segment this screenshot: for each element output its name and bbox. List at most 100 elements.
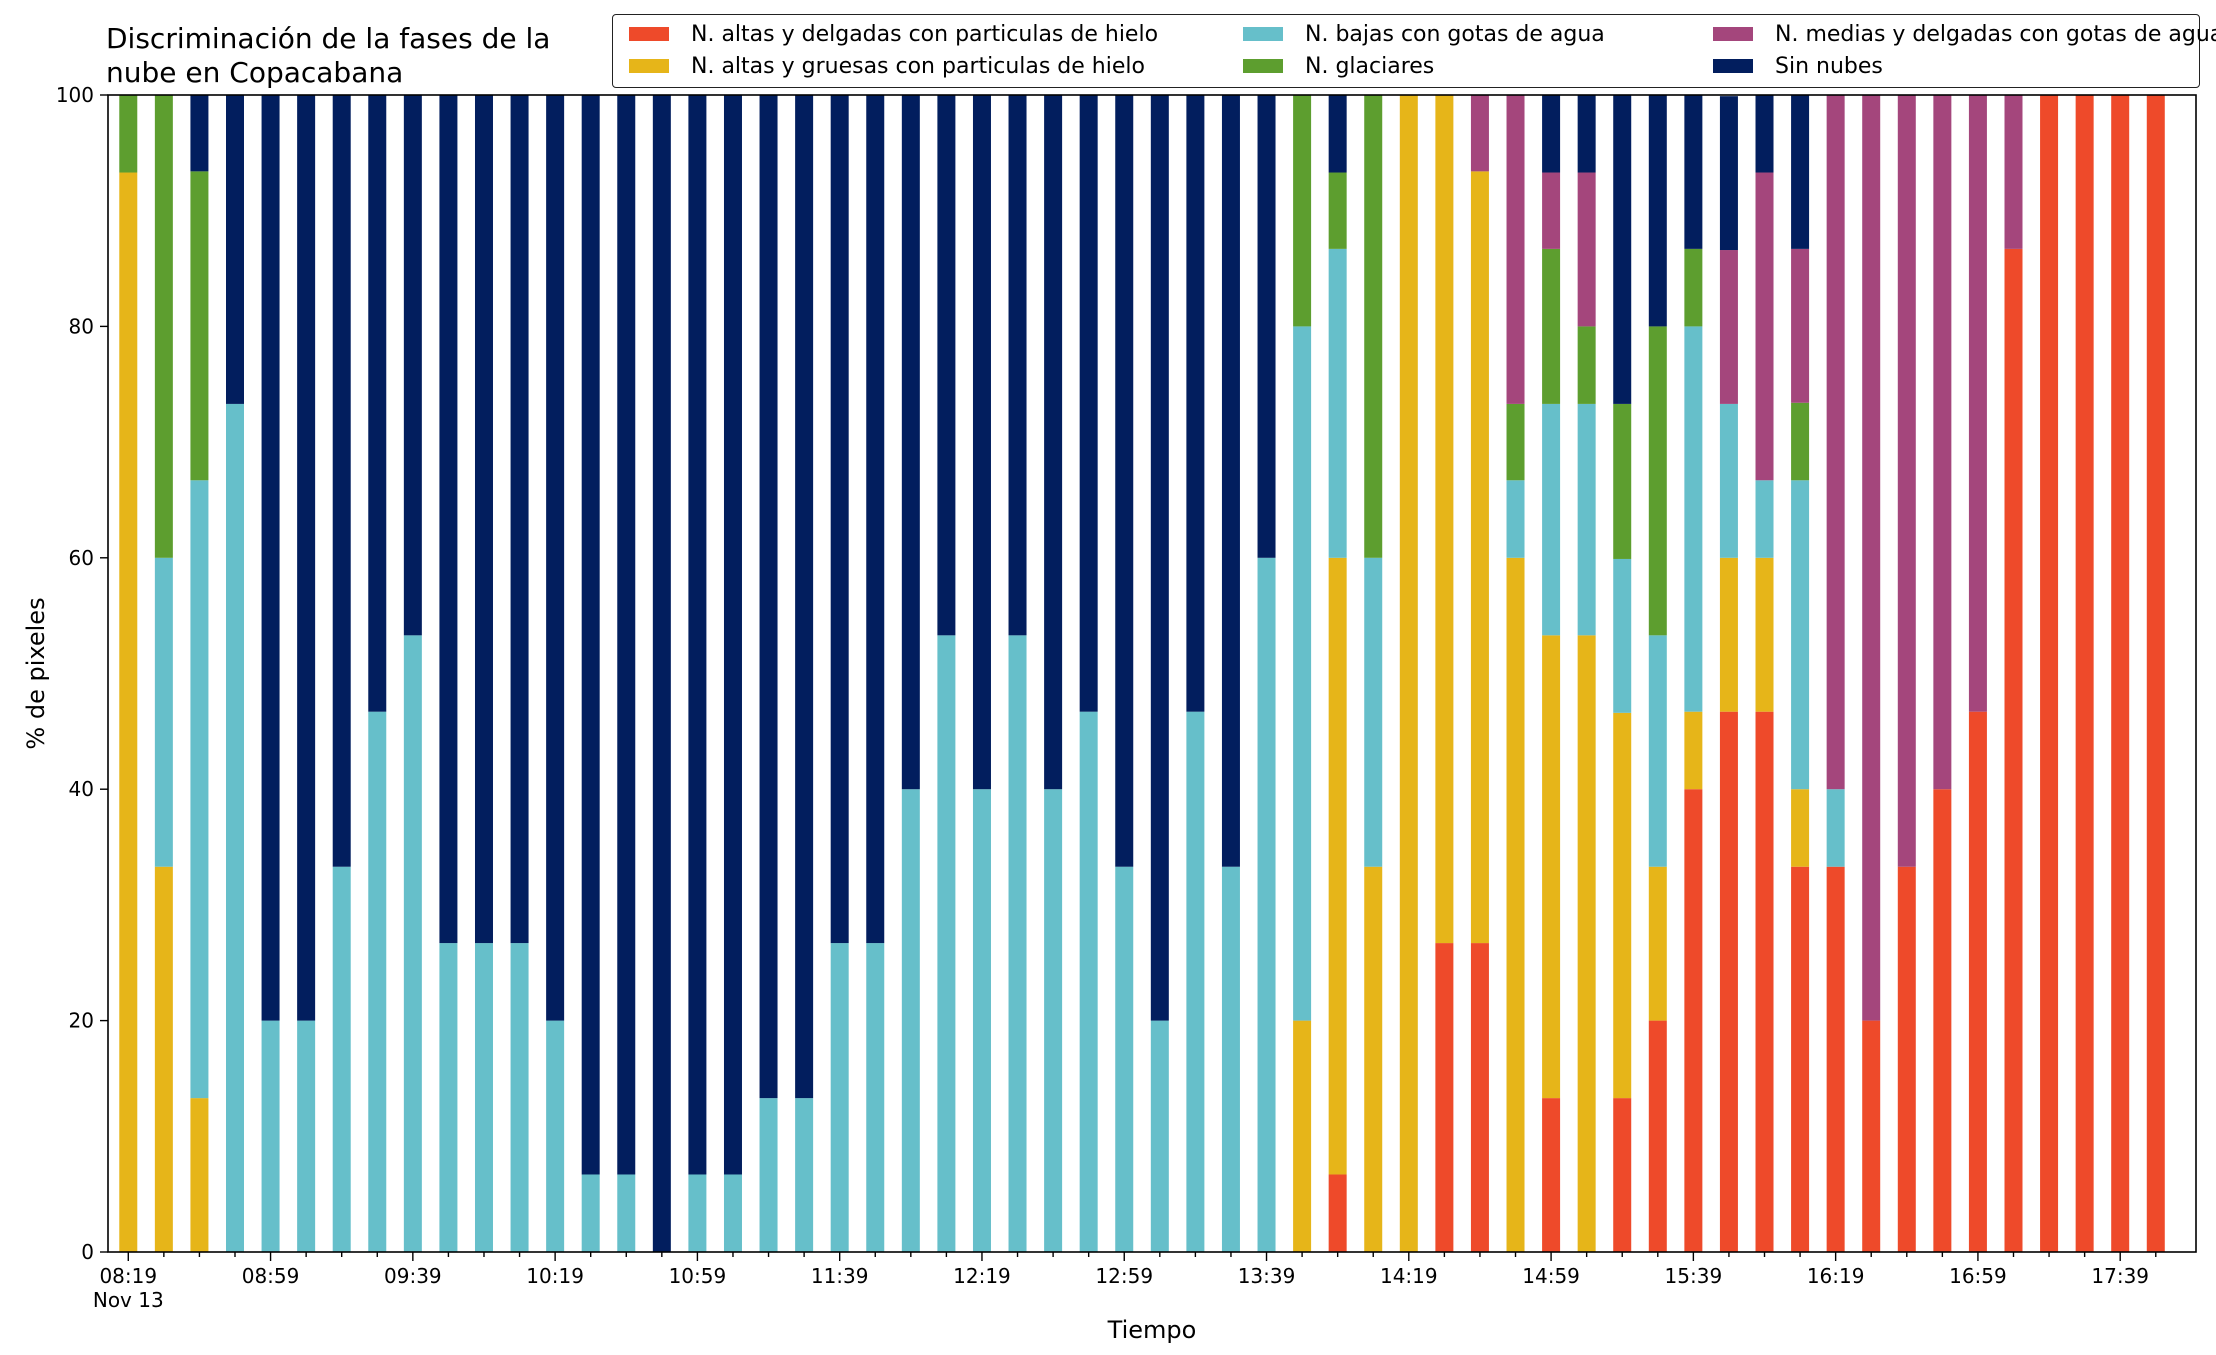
x-axis: 08:19 08:59 09:39 10:19 10:59 11:39 12:19 12:59…	[93, 1252, 2157, 1312]
bar-segment	[581, 1174, 600, 1252]
y-tick-label: 100	[56, 83, 94, 107]
bar-segment	[1791, 402, 1810, 481]
bar-segment	[1791, 866, 1810, 1252]
bar-segment	[1755, 557, 1774, 712]
x-tick-label: 16:19	[1807, 1264, 1865, 1288]
bar-segment	[1826, 95, 1845, 790]
bar-segment	[1079, 95, 1098, 712]
x-tick-label: 11:39	[811, 1264, 869, 1288]
x-tick-label: 12:59	[1095, 1264, 1153, 1288]
bar-segment	[1542, 248, 1561, 404]
bar-segment	[1684, 789, 1703, 1252]
bar-segment	[1293, 1020, 1312, 1252]
x-tick-label: 16:59	[1949, 1264, 2007, 1288]
chart-title-line-1: Discriminación de la fases de la	[106, 22, 551, 55]
bar-segment	[510, 943, 529, 1252]
legend-item: N. bajas con gotas de agua	[1243, 19, 1605, 49]
bar-segment	[1399, 95, 1418, 1252]
bar-segment	[759, 95, 778, 1099]
y-tick-label: 80	[69, 314, 94, 338]
bar-segment	[1826, 789, 1845, 867]
bar-segment	[1755, 95, 1774, 173]
bar-segment	[830, 943, 849, 1252]
bar-segment	[2004, 248, 2023, 1252]
bar-segment	[332, 95, 351, 867]
legend-label: N. medias y delgadas con gotas de agua	[1775, 21, 2216, 47]
bar-segment	[1613, 403, 1632, 559]
legend-swatch	[1713, 27, 1753, 41]
legend-swatch	[1713, 59, 1753, 73]
bar-segment	[2004, 95, 2023, 249]
bar-segment	[1542, 172, 1561, 249]
plot-area-frame	[107, 94, 2197, 1253]
bar-segment	[1755, 172, 1774, 481]
legend-swatch	[1243, 27, 1283, 41]
bar-segment	[1542, 1098, 1561, 1252]
bar-segment	[1115, 866, 1134, 1252]
bar-segment	[1648, 866, 1667, 1021]
bar-segment	[1008, 95, 1027, 636]
legend-item: N. medias y delgadas con gotas de agua	[1713, 19, 2216, 49]
legend-swatch	[629, 27, 669, 41]
bar-segment	[1257, 95, 1276, 558]
bar-segment	[1648, 95, 1667, 327]
bar-segment	[1328, 557, 1347, 1175]
bar-segment	[1044, 789, 1063, 1252]
bar-segment	[1968, 95, 1987, 712]
bar-segment	[1719, 250, 1738, 404]
bar-segment	[2146, 95, 2165, 1252]
legend-item: N. altas y delgadas con particulas de hi…	[629, 19, 1158, 49]
bar-segment	[1933, 95, 1952, 790]
legend-label: Sin nubes	[1775, 53, 1883, 79]
bar-segment	[1328, 172, 1347, 249]
bar-segment	[119, 95, 138, 173]
bar-segment	[190, 1098, 209, 1252]
x-tick-label: 13:39	[1238, 1264, 1296, 1288]
legend-label: N. altas y delgadas con particulas de hi…	[691, 21, 1159, 47]
bar-segment	[154, 866, 173, 1252]
bar-segment	[1613, 558, 1632, 713]
bar-segment	[1221, 95, 1240, 867]
bar-segment	[1470, 943, 1489, 1252]
x-tick-label: 09:39	[384, 1264, 442, 1288]
bar-segment	[1150, 95, 1169, 1021]
bar-segment	[1506, 95, 1525, 404]
bar-segment	[1684, 95, 1703, 249]
bar-segment	[830, 95, 849, 944]
y-tick-label: 0	[81, 1240, 94, 1264]
x-axis-label: Tiempo	[1107, 1316, 1197, 1344]
bar-segment	[332, 866, 351, 1252]
bar-segment	[1186, 95, 1205, 712]
bar-segment	[688, 95, 707, 1175]
y-tick-label: 60	[69, 546, 94, 570]
bar-segment	[368, 711, 387, 1252]
bar-segment	[972, 95, 991, 790]
bar-segment	[1577, 172, 1596, 327]
x-tick-label: 17:39	[2091, 1264, 2149, 1288]
bar-segment	[546, 95, 565, 1021]
bar-segment	[474, 95, 493, 944]
bar-segment	[1008, 635, 1027, 1252]
x-tick-label: 10:19	[526, 1264, 584, 1288]
bar-segment	[1897, 866, 1916, 1252]
x-tick-label: 14:59	[1522, 1264, 1580, 1288]
x-tick-label: 08:19	[99, 1264, 157, 1288]
x-tick-label: 10:59	[669, 1264, 727, 1288]
bar-segment	[1257, 557, 1276, 1252]
bar-segment	[1791, 789, 1810, 867]
bar-segment	[1684, 711, 1703, 790]
bar-segment	[1506, 557, 1525, 1252]
legend-label: N. bajas con gotas de agua	[1305, 21, 1605, 47]
x-tick-date-label: Nov 13	[93, 1288, 164, 1312]
bar-segment	[119, 172, 138, 1252]
bar-segment	[581, 95, 600, 1175]
bar-segment	[1791, 95, 1810, 249]
x-tick-label: 08:59	[242, 1264, 300, 1288]
bar-segment	[1186, 711, 1205, 1252]
bar-segment	[1506, 403, 1525, 481]
bar-segment	[1719, 557, 1738, 712]
bar-segment	[1115, 95, 1134, 867]
bar-segment	[261, 1020, 280, 1252]
legend: N. altas y delgadas con particulas de hi…	[612, 14, 2216, 88]
